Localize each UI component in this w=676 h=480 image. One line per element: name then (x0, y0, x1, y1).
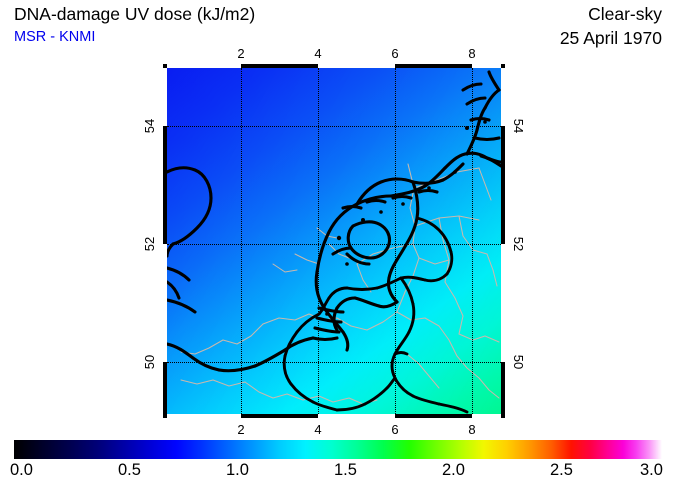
axis-tick-seg-right (501, 244, 505, 362)
axis-label-lon-top: 4 (314, 46, 322, 61)
colorbar-tick-label: 1.0 (226, 461, 249, 479)
axis-label-lon-bottom: 6 (391, 422, 399, 437)
axis-tick-seg-bottom (318, 414, 395, 418)
colorbar-tick-label: 0.0 (10, 461, 33, 479)
colorbar-tick-label: 1.5 (334, 461, 357, 479)
axis-label-lat-right: 54 (510, 118, 526, 134)
uv-field-shading (167, 68, 501, 414)
source-attribution: MSR - KNMI (14, 29, 96, 45)
sky-condition-label: Clear-sky (588, 4, 662, 24)
axis-label-lon-bottom: 2 (237, 422, 245, 437)
axis-label-lon-top: 2 (237, 46, 245, 61)
axis-label-lat-left: 54 (142, 118, 158, 134)
colorbar-tick-label: 3.0 (640, 461, 663, 479)
axis-label-lon-bottom: 8 (468, 422, 476, 437)
axis-tick-seg-right (501, 68, 505, 126)
axis-label-lat-left: 50 (142, 354, 158, 370)
colorbar-gradient (14, 440, 662, 459)
colorbar-tick-label: 2.0 (442, 461, 465, 479)
axis-label-lon-top: 8 (468, 46, 476, 61)
uv-dose-colorbar (14, 440, 662, 459)
axis-tick-seg-bottom (167, 414, 241, 418)
date-label: 25 April 1970 (559, 28, 662, 48)
page-title: DNA-damage UV dose (kJ/m2) (14, 4, 256, 24)
axis-label-lon-bottom: 4 (314, 422, 322, 437)
colorbar-tick-label: 0.5 (118, 461, 141, 479)
colorbar-tick-label: 2.5 (550, 461, 573, 479)
axis-label-lat-right: 52 (510, 236, 526, 252)
axis-tick-seg-bottom (472, 414, 501, 418)
uv-dose-field (167, 68, 501, 414)
uv-dose-map: 2 4 6 8 2 4 6 8 54 52 50 54 52 50 (142, 47, 526, 437)
axis-label-lon-top: 6 (391, 46, 399, 61)
axis-label-lat-right: 50 (510, 354, 526, 370)
axis-label-lat-left: 52 (142, 236, 158, 252)
